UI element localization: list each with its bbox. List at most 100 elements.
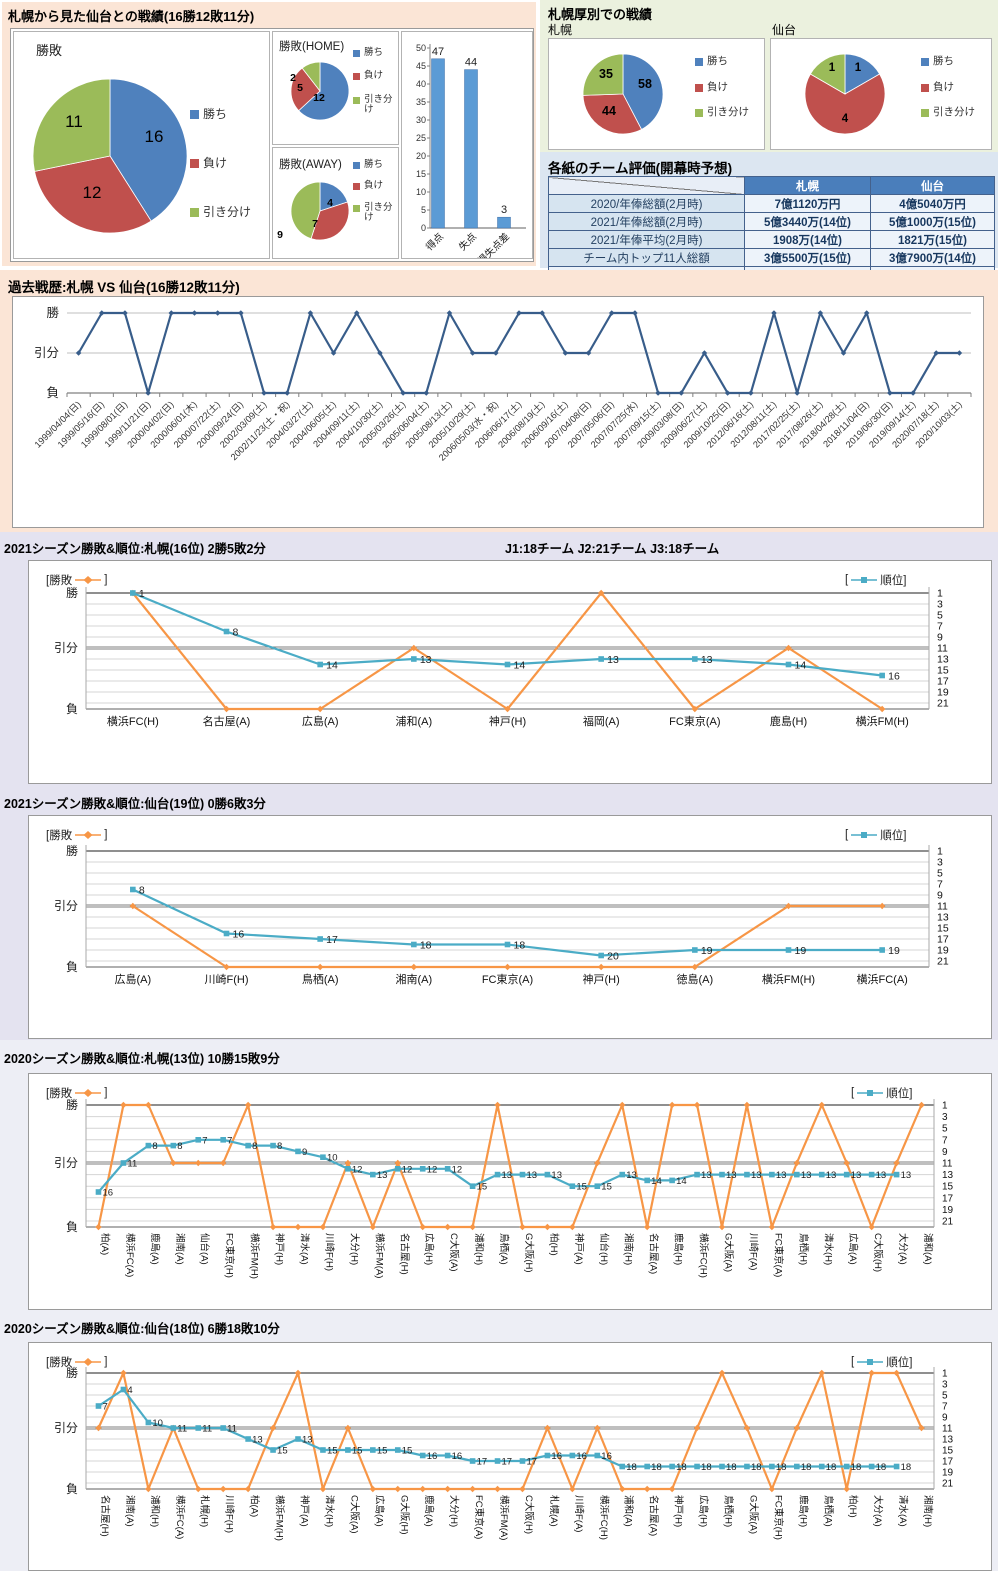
rank-value-label: 13 bbox=[302, 1435, 313, 1446]
rank-point bbox=[519, 1171, 526, 1178]
bar-category-label: 得点 bbox=[423, 231, 446, 254]
pie-value-label: 44 bbox=[602, 104, 616, 118]
result-legend: [勝敗 ] bbox=[46, 827, 107, 843]
result-point bbox=[244, 1101, 252, 1109]
season-x-label: 大分(H) bbox=[448, 1495, 460, 1527]
rank-value-label: 13 bbox=[701, 1170, 712, 1181]
pie-value-label: 58 bbox=[638, 77, 652, 91]
rank-point bbox=[345, 1166, 351, 1172]
result-point bbox=[693, 1101, 701, 1109]
rank-value-label: 18 bbox=[726, 1462, 737, 1473]
rank-axis-label: 5 bbox=[942, 1391, 948, 1402]
rank-axis-label: 11 bbox=[937, 643, 948, 655]
pie-value-label: 12 bbox=[313, 92, 325, 104]
season-x-label: 湘南(A) bbox=[124, 1495, 136, 1527]
season-x-label: 名古屋(A) bbox=[648, 1233, 660, 1274]
season-x-label: FC東京(A) bbox=[772, 1233, 784, 1277]
result-line bbox=[97, 1103, 923, 1229]
bar-y-tick-label: 25 bbox=[416, 133, 426, 143]
season-2021-sapporo-chart: 1 3 5 7 9 11 13 15 17 19 21 勝引分負横浜FC(H) 名古屋(A) 広島(A) 浦… bbox=[29, 561, 989, 781]
result-point bbox=[120, 1369, 127, 1377]
history-y-label: 引分 bbox=[34, 346, 59, 360]
evaluation-title: 各紙のチーム評価(開幕時予想) bbox=[548, 161, 733, 176]
rank-value-label: 7 bbox=[202, 1135, 207, 1146]
result-point bbox=[519, 1485, 526, 1493]
legend-item-draw: 引き分け bbox=[695, 107, 749, 119]
rank-point bbox=[694, 1463, 700, 1470]
bar-y-tick-label: 45 bbox=[416, 61, 426, 71]
rank-point bbox=[444, 1452, 451, 1459]
result-line bbox=[132, 904, 883, 969]
result-point bbox=[410, 963, 418, 971]
season-x-label: 清水(A) bbox=[897, 1495, 909, 1527]
rank-point bbox=[270, 1447, 276, 1453]
rank-axis-label: 21 bbox=[937, 698, 949, 710]
pie-value-label: 4 bbox=[327, 197, 333, 209]
season-y-label: 勝 bbox=[66, 843, 78, 858]
history-data-point bbox=[493, 350, 499, 356]
rank-value-label: 12 bbox=[402, 1164, 413, 1175]
history-data-point bbox=[817, 310, 824, 316]
rank-legend: [ 順位] bbox=[851, 1085, 912, 1101]
rank-point bbox=[120, 1386, 127, 1393]
history-data-point bbox=[75, 350, 82, 356]
season-y-label: 勝 bbox=[66, 1365, 78, 1380]
result-point bbox=[668, 1485, 676, 1493]
rank-point bbox=[504, 661, 511, 668]
result-point bbox=[316, 963, 324, 971]
rank-value-label: 10 bbox=[327, 1153, 338, 1164]
season-x-label: 横浜FC(A) bbox=[857, 972, 908, 986]
rank-value-label: 14 bbox=[326, 660, 338, 672]
legend-label: 負け bbox=[364, 180, 384, 192]
season-x-label: 清水(H) bbox=[822, 1233, 834, 1265]
rank-axis-label: 9 bbox=[937, 890, 943, 902]
season-x-label: 鹿島(H) bbox=[673, 1233, 685, 1265]
result-point bbox=[170, 1159, 177, 1167]
season-x-label: 鹿島(A) bbox=[423, 1495, 435, 1527]
result-point bbox=[444, 1485, 451, 1493]
away-pie-legend: 勝ち 負け 引き分け bbox=[353, 159, 393, 224]
history-y-label: 勝 bbox=[46, 305, 59, 320]
rank-point bbox=[170, 1142, 177, 1149]
rank-marker-icon bbox=[857, 1090, 884, 1096]
season-x-label: G大阪(H) bbox=[398, 1495, 410, 1535]
history-data-point bbox=[284, 390, 291, 396]
rank-point bbox=[320, 1447, 326, 1453]
rank-value-label: 4 bbox=[127, 1385, 132, 1396]
result-point bbox=[195, 1159, 202, 1167]
rank-point bbox=[669, 1177, 675, 1184]
rank-value-label: 18 bbox=[751, 1462, 762, 1473]
rank-axis-label: 15 bbox=[942, 1182, 954, 1193]
season-2020-sapporo-chart: 1 3 5 7 9 11 13 15 17 19 21 勝引分負柏(A) 横浜FC(A) 鹿島(A) 湘南(… bbox=[29, 1074, 989, 1307]
rank-point bbox=[419, 1166, 426, 1172]
bar-y-tick-label: 5 bbox=[421, 205, 426, 215]
history-data-point bbox=[794, 390, 800, 396]
legend-item-lose: 負け bbox=[921, 81, 975, 94]
history-chart-svg: 勝引分負1999/04/04(日)1999/05/16(日)1999/08/01… bbox=[33, 305, 972, 463]
legend-item-draw: 引き分け bbox=[353, 94, 399, 116]
pie-slice bbox=[582, 53, 624, 96]
league-team-counts-note: J1:18チーム J2:21チーム J3:18チーム bbox=[505, 542, 720, 556]
history-data-point bbox=[214, 310, 221, 316]
pie-value-label: 5 bbox=[297, 82, 303, 94]
result-point bbox=[419, 1485, 426, 1493]
result-point bbox=[419, 1223, 426, 1231]
legend-label: 負け bbox=[203, 156, 228, 171]
rank-axis-label: 1 bbox=[937, 588, 943, 600]
season-x-label: FC東京(H) bbox=[772, 1495, 784, 1540]
value-cell: 5億1000万(15位) bbox=[870, 212, 995, 231]
result-point bbox=[504, 705, 511, 713]
season-x-label: 鳥栖(A) bbox=[302, 972, 339, 986]
legend-label: 引き分け bbox=[933, 106, 975, 119]
legend-label: 勝ち bbox=[364, 159, 384, 170]
draw-color-swatch bbox=[353, 204, 360, 212]
away-pie-svg: 47 9 bbox=[277, 181, 350, 241]
season-x-label: 広島(A) bbox=[114, 972, 151, 986]
result-point bbox=[597, 963, 605, 971]
rank-legend: [ 順位] bbox=[851, 1354, 912, 1370]
rank-value-label: 13 bbox=[876, 1170, 887, 1181]
history-data-point bbox=[377, 350, 383, 356]
season-x-label: 札幌(H) bbox=[199, 1495, 211, 1527]
rank-point bbox=[744, 1463, 750, 1470]
rank-point bbox=[544, 1452, 551, 1459]
